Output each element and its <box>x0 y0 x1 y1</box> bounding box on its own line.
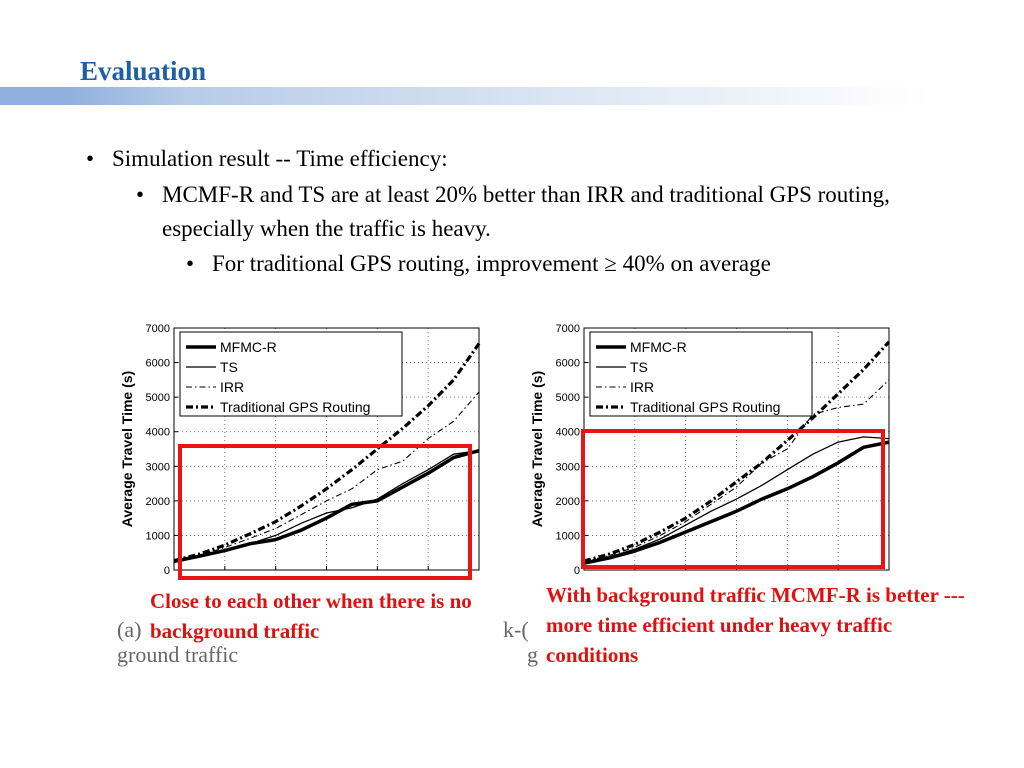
bullet-dot-icon: • <box>186 251 195 276</box>
legend-label: MFMC-R <box>630 339 687 355</box>
chart-with-background-traffic: 0 1000 2000 3000 4000 5000 6000 7000 Average Tra… <box>528 318 898 588</box>
y-tick-label: 5000 <box>146 392 170 404</box>
bullet-dot-icon: • <box>86 146 95 171</box>
caption-right-line2: g <box>527 642 538 667</box>
series-line <box>173 342 481 563</box>
y-tick-label: 5000 <box>556 392 580 404</box>
series-line <box>173 450 480 563</box>
highlight-box <box>581 429 885 569</box>
title-underline-bar <box>0 87 930 105</box>
legend-label: Traditional GPS Routing <box>220 399 370 415</box>
highlight-box <box>178 444 472 580</box>
title-bar-block <box>0 87 72 105</box>
y-axis-label: Average Travel Time (s) <box>529 371 545 527</box>
caption-left-line1: (a) <box>117 617 142 642</box>
y-tick-label: 1000 <box>556 530 580 542</box>
bullet-dot-icon: • <box>136 182 145 207</box>
annotation-left: Close to each other when there is no bac… <box>150 586 495 646</box>
legend-label: TS <box>220 359 238 375</box>
legend-box <box>589 331 813 417</box>
legend-label: Traditional GPS Routing <box>630 399 780 415</box>
y-tick-label: 3000 <box>556 461 580 473</box>
legend-box <box>179 331 403 417</box>
y-tick-label: 0 <box>574 565 580 577</box>
caption-right-line1: k-( <box>503 617 529 642</box>
y-tick-label: 2000 <box>146 496 170 508</box>
series-line <box>583 436 890 564</box>
caption-left-line2: ground traffic <box>117 642 239 667</box>
series-line <box>173 391 480 562</box>
y-tick-label: 6000 <box>146 358 170 370</box>
bullet-level-3: • For traditional GPS routing, improveme… <box>186 247 771 281</box>
y-tick-label: 1000 <box>146 530 170 542</box>
slide-title: Evaluation <box>80 56 207 86</box>
legend-label: IRR <box>630 379 654 395</box>
annotation-right: With background traffic MCMF-R is better… <box>546 583 965 667</box>
bullet-text: Simulation result -- Time efficiency: <box>112 146 448 171</box>
series-line <box>583 440 890 565</box>
y-tick-label: 7000 <box>556 323 580 335</box>
y-tick-label: 2000 <box>556 496 580 508</box>
y-tick-label: 3000 <box>146 461 170 473</box>
bullet-text: MCMF-R and TS are at least 20% better th… <box>162 182 890 241</box>
series-line <box>583 379 890 563</box>
bullet-text: For traditional GPS routing, improvement… <box>212 251 771 276</box>
bullet-level-2: • MCMF-R and TS are at least 20% better … <box>136 178 982 246</box>
y-tick-label: 7000 <box>146 323 170 335</box>
chart-svg: 0 1000 2000 3000 4000 5000 6000 7000 Average Tra… <box>529 323 891 577</box>
y-axis-label: Average Travel Time (s) <box>119 371 135 527</box>
legend-label: IRR <box>220 379 244 395</box>
chart-svg: 0 1000 2000 3000 4000 5000 6000 7000 Average Tra… <box>119 323 481 580</box>
y-tick-label: 0 <box>164 565 170 577</box>
y-tick-label: 4000 <box>556 427 580 439</box>
legend-label: TS <box>630 359 648 375</box>
chart-no-background-traffic: 0 1000 2000 3000 4000 5000 6000 7000 Average Tra… <box>118 318 488 588</box>
y-tick-label: 4000 <box>146 427 170 439</box>
bullet-level-1: • Simulation result -- Time efficiency: <box>86 142 448 176</box>
y-tick-label: 6000 <box>556 358 580 370</box>
legend-label: MFMC-R <box>220 339 277 355</box>
